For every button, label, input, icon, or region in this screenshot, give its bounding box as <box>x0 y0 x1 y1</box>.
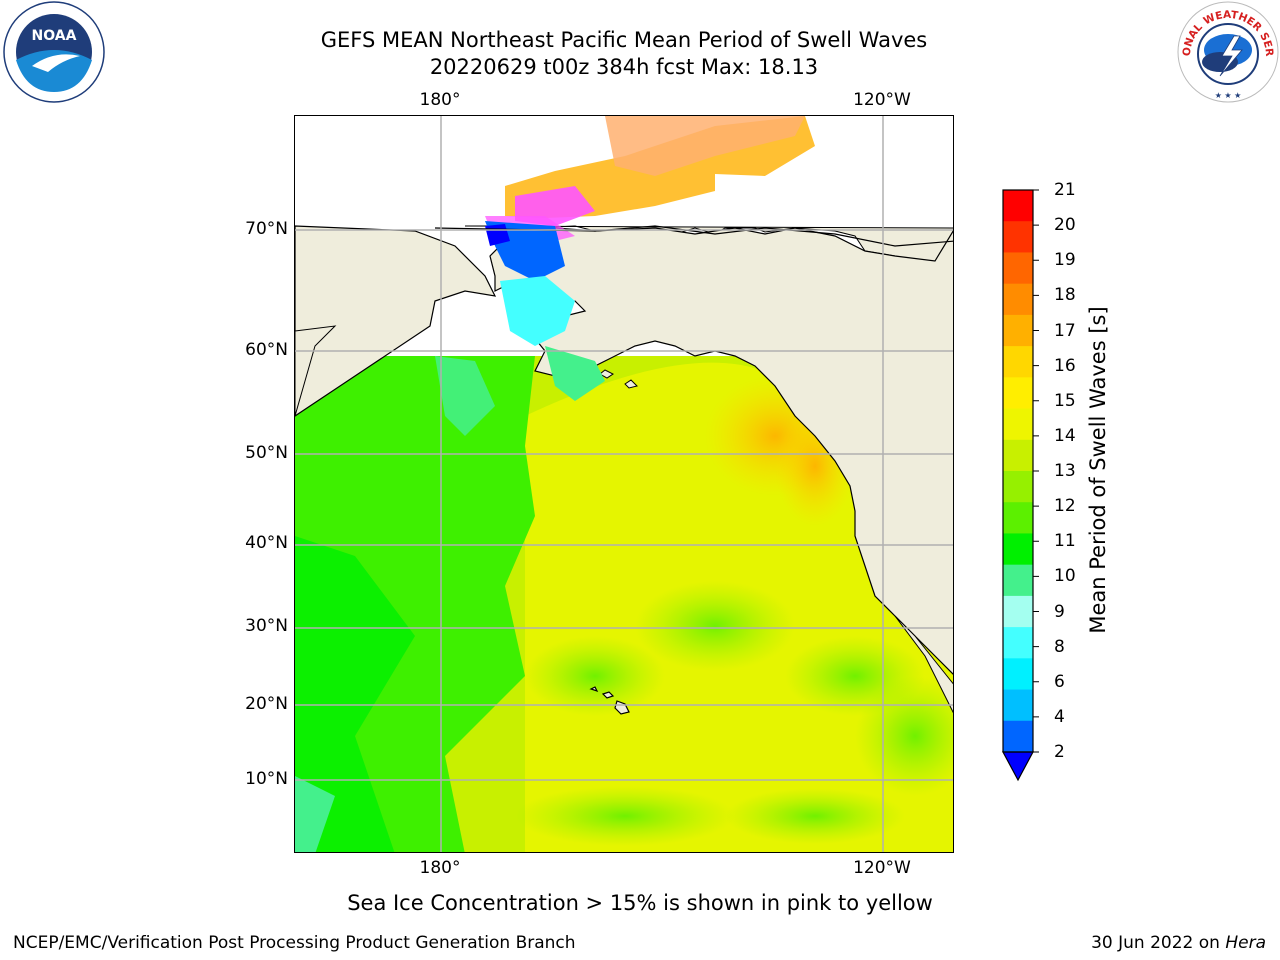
colorbar-tick-label: 17 <box>1054 320 1076 341</box>
colorbar-swatch <box>1003 658 1033 691</box>
colorbar-tick-label: 16 <box>1054 355 1076 376</box>
colorbar-tick-label: 13 <box>1054 461 1076 481</box>
swell-period-map <box>295 116 953 852</box>
colorbar-swatch <box>1003 377 1033 410</box>
lat-label-10n: 10°N <box>245 769 288 789</box>
colorbar-swatch <box>1003 595 1033 628</box>
colorbar-swatch <box>1003 627 1033 659</box>
colorbar-swatch <box>1003 564 1033 597</box>
colorbar-swatch <box>1003 502 1033 534</box>
colorbar-tick-label: 4 <box>1054 706 1065 727</box>
lat-label-40n: 40°N <box>245 533 288 553</box>
colorbar-swatch <box>1003 689 1033 722</box>
lat-label-70n: 70°N <box>245 219 288 239</box>
colorbar-swatch <box>1003 283 1033 316</box>
graticule <box>295 116 953 852</box>
map-title: GEFS MEAN Northeast Pacific Mean Period … <box>320 28 928 52</box>
lon-label-top-120w: 120°W <box>853 90 911 110</box>
colorbar <box>1000 187 1046 787</box>
colorbar-swatch <box>1003 408 1033 441</box>
noaa-logo: NOAA <box>2 0 106 104</box>
colorbar-swatch <box>1003 720 1033 753</box>
land-hawaii <box>589 686 630 715</box>
colorbar-label: Mean Period of Swell Waves [s] <box>1086 306 1110 634</box>
nws-logo-icon: NATIONAL WEATHER SERVICE ★ ★ ★ <box>1172 0 1279 103</box>
lon-label-top-180: 180° <box>419 90 461 110</box>
sea-ice-note: Sea Ice Concentration > 15% is shown in … <box>347 891 933 915</box>
lat-label-30n: 30°N <box>245 616 288 636</box>
colorbar-tick-label: 18 <box>1054 285 1076 306</box>
map-panel[interactable] <box>294 115 954 853</box>
colorbar-swatch <box>1003 533 1033 566</box>
footer-credit: NCEP/EMC/Verification Post Processing Pr… <box>13 933 576 953</box>
colorbar-swatch <box>1003 314 1033 347</box>
colorbar-tick-label: 12 <box>1054 496 1076 517</box>
lat-label-60n: 60°N <box>245 340 288 360</box>
colorbar-swatch <box>1003 346 1033 378</box>
colorbar-tick-label: 11 <box>1054 531 1076 552</box>
colorbar-tick-label: 20 <box>1054 215 1076 236</box>
noaa-logo-icon: NOAA <box>3 1 105 103</box>
colorbar-swatch <box>1003 190 1033 222</box>
colorbar-swatch <box>1003 221 1033 253</box>
colorbar-tick-label: 21 <box>1054 180 1076 200</box>
colorbar-tick-label: 2 <box>1054 742 1065 762</box>
noaa-logo-text: NOAA <box>32 28 77 44</box>
svg-text:★ ★ ★: ★ ★ ★ <box>1215 91 1242 100</box>
bering-low-period <box>500 276 575 346</box>
footer-host: Hera <box>1225 933 1266 953</box>
lon-label-bottom-180: 180° <box>419 858 461 878</box>
colorbar-swatches <box>1001 189 1039 782</box>
colorbar-tick-label: 19 <box>1054 250 1076 271</box>
colorbar-swatch <box>1003 439 1033 472</box>
lon-label-bottom-120w: 120°W <box>853 858 911 878</box>
colorbar-extend-arrow <box>1001 751 1035 782</box>
map-subtitle: 20220629 t00z 384h fcst Max: 18.13 <box>429 55 819 79</box>
colorbar-swatch <box>1003 252 1033 285</box>
colorbar-tick-label: 8 <box>1054 636 1065 657</box>
lat-label-50n: 50°N <box>245 443 288 463</box>
colorbar-tick-label: 9 <box>1054 601 1065 622</box>
footer-date-text: 30 Jun 2022 on <box>1091 933 1220 953</box>
land-siberia <box>295 225 497 417</box>
colorbar-tick-label: 10 <box>1054 566 1076 587</box>
colorbar-tick-label: 14 <box>1054 425 1076 446</box>
colorbar-swatch <box>1003 471 1033 503</box>
lat-label-20n: 20°N <box>245 694 288 714</box>
colorbar-tick-label: 15 <box>1054 390 1076 411</box>
nws-logo: NATIONAL WEATHER SERVICE ★ ★ ★ <box>1172 0 1280 104</box>
colorbar-tick-label: 6 <box>1054 671 1065 692</box>
footer-date: 30 Jun 2022 on Hera <box>1091 932 1266 954</box>
